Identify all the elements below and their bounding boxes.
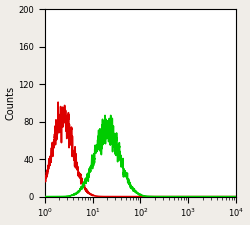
Y-axis label: Counts: Counts bbox=[6, 86, 16, 120]
